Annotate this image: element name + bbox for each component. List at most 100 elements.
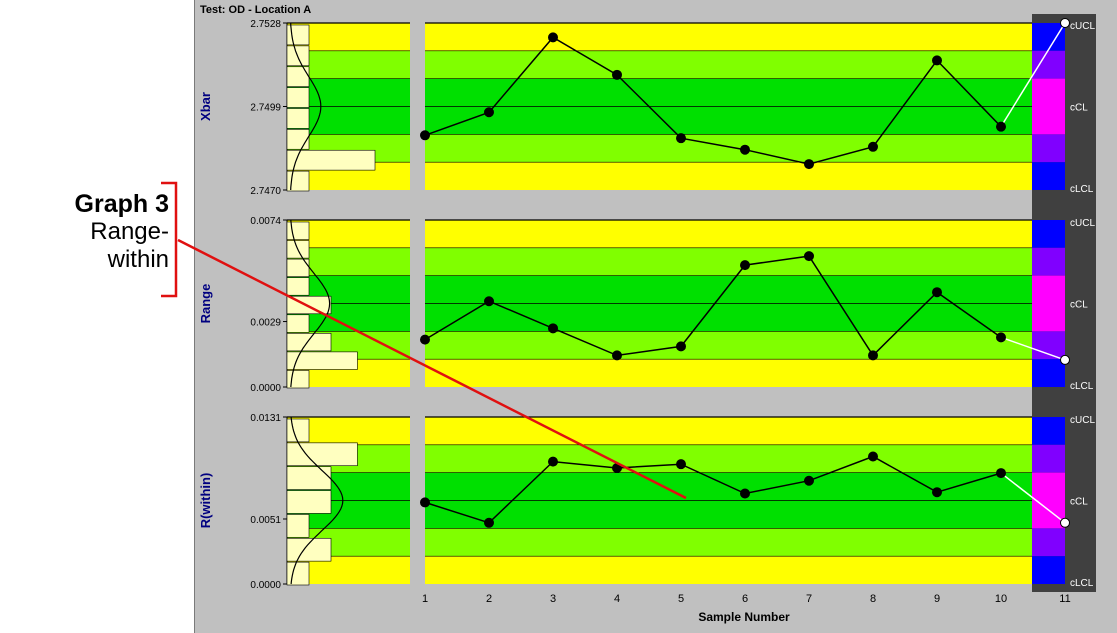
data-point [740,144,750,155]
data-point [932,55,942,66]
control-zone-cap [1032,106,1065,135]
plot-zone [425,220,1032,248]
series-line-last-segment [1000,336,1066,361]
data-point [932,487,942,498]
control-limit-label: cLCL [1070,184,1094,195]
control-zone-cap [1032,500,1065,529]
distribution-curve [290,416,344,585]
plot-zone [425,23,1032,51]
data-point [996,468,1006,479]
window-title: Test: OD - Location A [200,4,311,16]
plot-zone [425,528,1032,557]
series-line [424,255,1002,357]
data-point [804,251,814,262]
control-zone-cap [1032,556,1065,584]
series-line-last-segment [1000,472,1066,524]
histogram-bar [286,24,310,46]
chart-row-xbar: Xbar 2.7528 2.7499 2.7470 cUCL cCL cLCL [198,18,1095,197]
data-point [676,341,686,352]
plot-zone [425,50,1032,79]
annotation-pointer-line [177,238,687,500]
control-limit-label: cLCL [1070,578,1094,589]
control-zone-cap [1032,220,1065,248]
annotation-line-1: Range- [90,218,169,245]
histogram-bar [286,418,310,443]
control-zone-cap [1032,472,1065,501]
distribution-curve [290,22,322,191]
data-point [804,159,814,170]
control-zone-cap [1032,528,1065,557]
data-point [868,451,878,462]
x-tick-label: 1 [422,593,428,605]
control-zone-cap [1032,162,1065,190]
control-zone-cap [1032,303,1065,332]
series-line [424,455,1002,524]
histogram-bar [286,87,310,108]
histogram-bar [286,314,310,333]
annotation-line-2: within [107,246,169,273]
data-point [996,121,1006,132]
y-tick-label: 0.0000 [250,580,281,591]
data-point [420,130,430,141]
control-limit-label: cUCL [1070,218,1095,229]
data-point [612,350,622,361]
data-point [1060,354,1070,365]
data-point [484,107,494,118]
annotation-callout: Graph 3 Range- within [75,190,169,274]
histogram-bar [286,466,332,490]
y-tick-label: 0.0029 [250,318,281,329]
y-axis-title: R(within) [198,473,213,529]
histogram-bar [286,108,310,129]
plot-zone [425,359,1032,387]
y-tick-label: 0.0074 [250,216,281,227]
distribution-curve [290,219,331,388]
histogram-bar [286,277,310,296]
x-tick-label: 2 [486,593,492,605]
x-tick-label: 11 [1059,593,1070,605]
control-limit-label: cCL [1070,497,1088,508]
data-point [420,334,430,345]
series-line [424,36,1002,165]
histogram-bar [286,66,310,87]
data-point [1060,517,1070,528]
histogram-bar [286,221,310,240]
data-point [548,323,558,334]
plot-zone [425,134,1032,163]
chart-row-rwithin: R(within) 0.0131 0.0051 0.0000 cUCL cCL cLCL [198,413,1095,591]
histogram-bar [286,537,332,562]
y-tick-label: 2.7499 [250,103,281,114]
data-point [420,497,430,508]
histogram-bar [286,333,332,352]
y-tick-label: 0.0000 [250,383,281,394]
plot-zone [425,106,1032,135]
plot-zone [425,417,1032,445]
histogram-bar [286,370,310,389]
chart-row-range: Range 0.0074 0.0029 0.0000 cUCL cCL cLCL [198,216,1095,394]
data-point [932,287,942,298]
data-point [548,32,558,43]
annotation-bracket [161,181,178,298]
control-zone-cap [1032,331,1065,360]
plot-zone [425,500,1032,529]
control-zone-cap [1032,359,1065,387]
histogram-bar [286,442,358,467]
control-zone-cap [1032,50,1065,79]
x-axis: 1 2 3 4 5 6 7 8 9 10 11 [422,593,1071,605]
x-tick-label: 7 [806,593,812,605]
plot-zone [425,556,1032,584]
x-tick-label: 3 [550,593,556,605]
series-line-last-segment [1000,22,1066,128]
histogram-bar [286,490,332,514]
control-zone-cap [1032,78,1065,107]
x-axis-title: Sample Number [698,610,790,624]
plot-zone [425,78,1032,107]
histogram-bar [286,514,310,538]
histogram-bar [286,129,310,150]
control-zone-cap [1032,417,1065,445]
control-limit-label: cCL [1070,300,1088,311]
x-tick-label: 9 [934,593,940,605]
control-limit-label: cCL [1070,103,1088,114]
control-limit-label: cUCL [1070,21,1095,32]
data-point [548,456,558,467]
